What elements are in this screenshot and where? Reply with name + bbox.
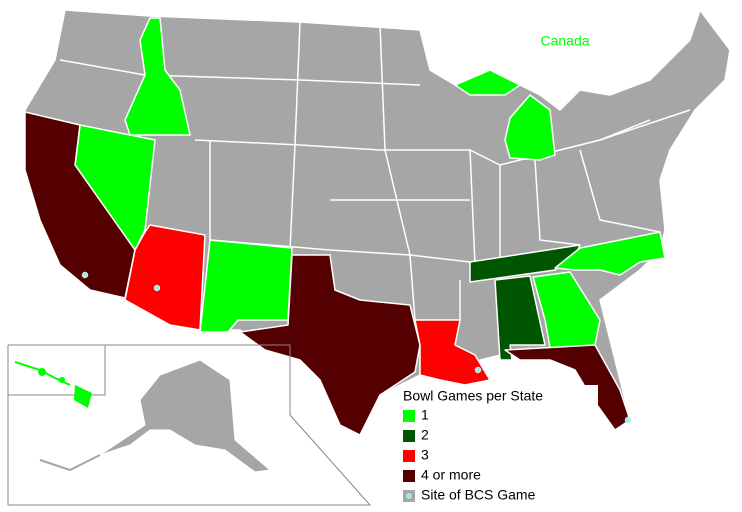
legend: Bowl Games per State 1 2 3 4 or more Site of… [398,385,598,507]
alaska [99,359,272,473]
aleutians [39,454,101,472]
bcs-site [624,416,632,424]
inset-frame [7,344,372,506]
legend-swatch [403,470,415,482]
louisiana [414,319,491,386]
hawaii [14,361,92,408]
legend-label: 1 [421,407,429,423]
hawaii-frame [8,345,106,396]
legend-site-dot [406,493,412,499]
alabama [494,275,546,361]
texas [239,254,421,436]
legend-swatch [403,430,415,442]
legend-label: 2 [421,427,429,443]
michigan-lower [504,94,556,161]
bcs-site [153,284,161,292]
state-borders [59,21,691,321]
legend-label: 3 [421,447,429,463]
legend-label: Site of BCS Game [421,487,536,503]
canada-label: Canada [540,33,589,49]
florida [504,344,631,431]
north-carolina [554,231,666,276]
legend-box [398,385,598,507]
bcs-sites [81,271,632,424]
bcs-site [81,271,89,279]
legend-swatch [403,410,415,422]
arizona [124,224,206,331]
legend-swatch [403,450,415,462]
new-mexico [199,239,293,333]
california [24,111,136,299]
legend-label: 4 or more [421,467,481,483]
legend-title: Bowl Games per State [403,388,543,404]
michigan-upper [454,69,521,96]
bcs-site [474,366,482,374]
idaho [124,17,191,136]
